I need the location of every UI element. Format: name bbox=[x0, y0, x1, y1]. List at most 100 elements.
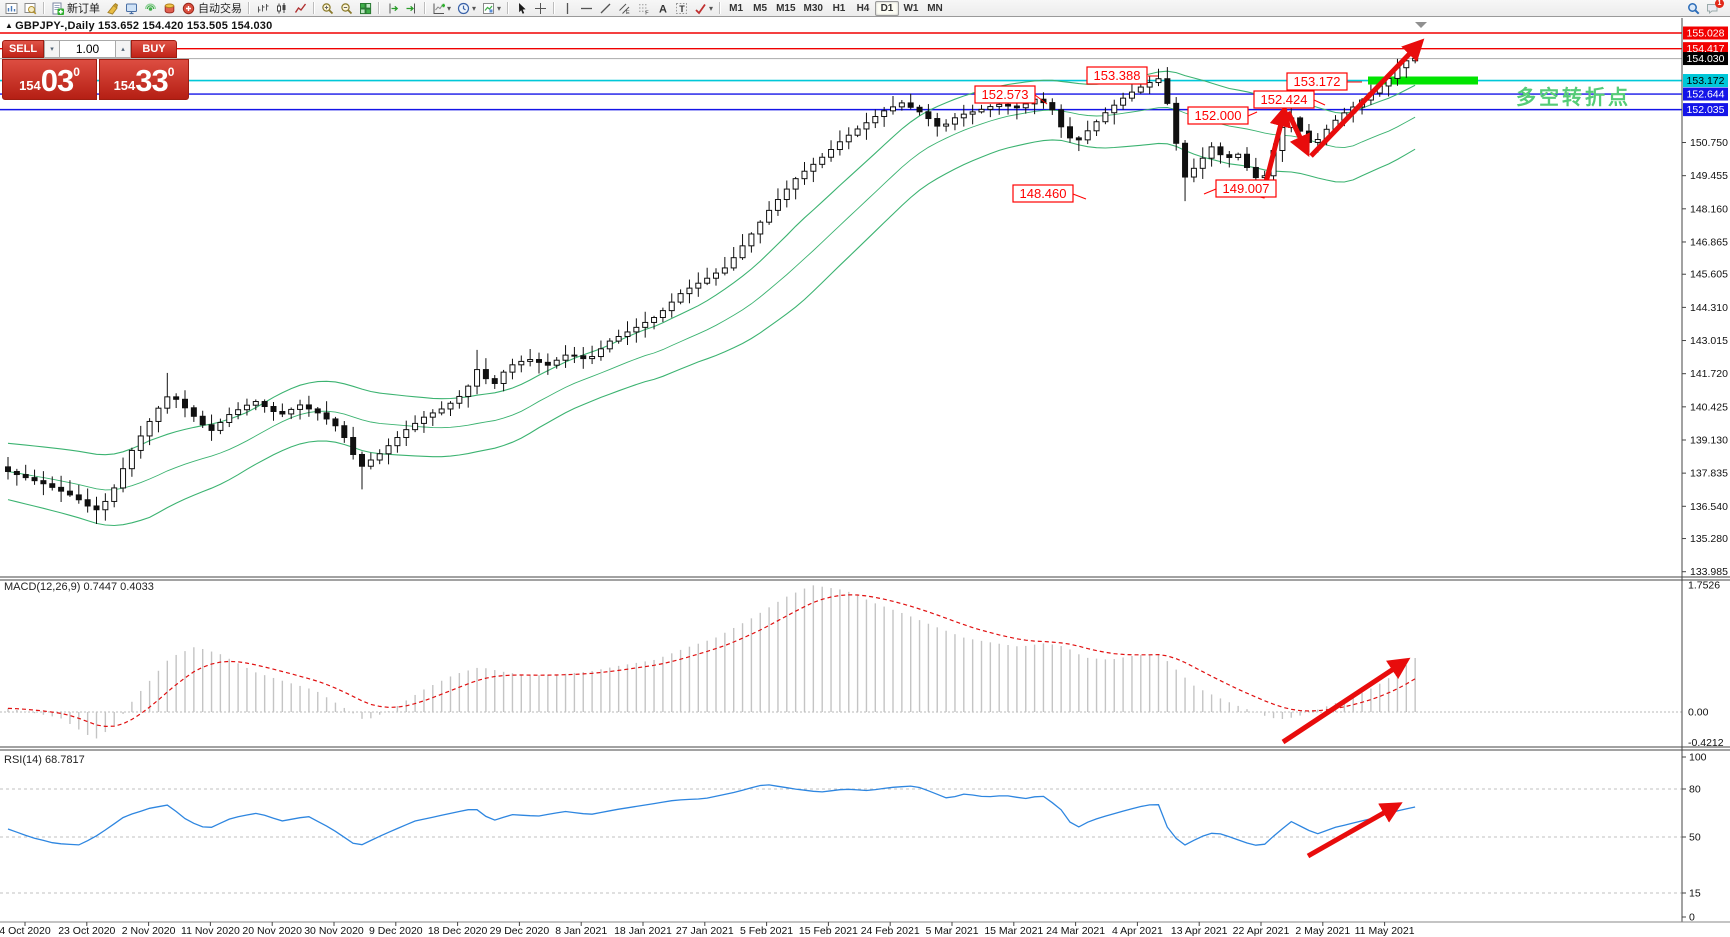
support-zone-bar[interactable] bbox=[1368, 76, 1478, 85]
volume-input[interactable] bbox=[60, 40, 115, 58]
price-tag bbox=[1683, 103, 1728, 117]
horizontal-level-lines[interactable] bbox=[0, 32, 1682, 111]
notification-badge: 1 bbox=[1715, 0, 1724, 8]
buy-price-sup: 0 bbox=[167, 65, 175, 79]
timeframe-m15[interactable]: M15 bbox=[776, 2, 796, 14]
chevron-down-icon: ▾ bbox=[497, 3, 502, 13]
svg-text:24 Mar 2021: 24 Mar 2021 bbox=[1046, 925, 1105, 937]
templates-button[interactable]: ▾ bbox=[479, 0, 504, 17]
timeframe-bar: M1 M5 M15 M30 H1 H4 D1 W1 MN bbox=[724, 0, 947, 16]
chart-line-icon[interactable] bbox=[291, 0, 310, 17]
date-axis[interactable]: 4 Oct 2020 23 Oct 2020 2 Nov 2020 11 Nov 20… bbox=[0, 922, 1415, 937]
profiles-icon[interactable] bbox=[21, 0, 40, 17]
crosshair-tool[interactable] bbox=[531, 0, 550, 17]
svg-text:149.007: 149.007 bbox=[1223, 181, 1270, 196]
rsi-arrow bbox=[1306, 802, 1403, 859]
annotation-box bbox=[974, 85, 1036, 104]
trendline-tool-glyph bbox=[599, 2, 612, 15]
periods-button[interactable]: ▾ bbox=[454, 0, 479, 17]
chart-shift-icon[interactable] bbox=[402, 0, 421, 17]
zoom-out-icon[interactable] bbox=[337, 0, 356, 17]
svg-text:137.835: 137.835 bbox=[1690, 468, 1728, 480]
svg-text:152.035: 152.035 bbox=[1687, 104, 1725, 116]
svg-text:0: 0 bbox=[1689, 912, 1695, 924]
buy-button[interactable]: BUY bbox=[131, 40, 177, 58]
channel-tool[interactable]: E bbox=[615, 0, 634, 17]
autotrading-button[interactable]: 自动交易 bbox=[179, 0, 245, 17]
svg-text:145.605: 145.605 bbox=[1690, 269, 1728, 281]
text-tool[interactable]: A bbox=[653, 0, 672, 17]
chart-candles-icon-glyph bbox=[275, 2, 288, 15]
indicators-glyph bbox=[432, 2, 445, 15]
arrows-tool[interactable]: ▾ bbox=[691, 0, 716, 17]
svg-text:E: E bbox=[626, 10, 630, 15]
buy-price-prefix: 154 bbox=[113, 78, 136, 93]
rsi-panel bbox=[0, 784, 1682, 894]
down-marker-icon[interactable] bbox=[1415, 22, 1427, 28]
svg-text:18 Dec 2020: 18 Dec 2020 bbox=[428, 925, 488, 937]
new-order-button[interactable]: 新订单 bbox=[48, 0, 103, 17]
svg-text:15 Mar 2021: 15 Mar 2021 bbox=[984, 925, 1043, 937]
timeframe-h4[interactable]: H4 bbox=[856, 2, 870, 14]
price-axis[interactable]: 150.750 149.455 148.160 146.865 145.605 144.3… bbox=[1682, 26, 1728, 924]
timeframe-d1[interactable]: D1 bbox=[874, 0, 899, 16]
volume-increase-button[interactable]: ▴ bbox=[115, 40, 131, 58]
metaeditor-icon-glyph bbox=[106, 2, 119, 15]
chevron-down-icon: ▾ bbox=[709, 3, 714, 13]
macd-indicator-label: MACD(12,26,9) 0.7447 0.4033 bbox=[4, 581, 154, 593]
svg-text:T: T bbox=[679, 4, 685, 14]
signals-icon-glyph bbox=[144, 2, 157, 15]
sell-button[interactable]: SELL bbox=[2, 40, 44, 58]
fibo-tool[interactable]: F bbox=[634, 0, 653, 17]
search-icon[interactable] bbox=[1684, 0, 1703, 17]
new-chart-icon[interactable] bbox=[2, 0, 21, 17]
timeframe-m1[interactable]: M1 bbox=[729, 2, 744, 14]
svg-text:4 Oct 2020: 4 Oct 2020 bbox=[0, 925, 51, 937]
svg-text:0.00: 0.00 bbox=[1688, 707, 1709, 719]
svg-text:-0.4212: -0.4212 bbox=[1688, 737, 1724, 749]
panel-frames bbox=[0, 18, 1730, 923]
hline-tool-glyph bbox=[580, 2, 593, 15]
volume-decrease-button[interactable]: ▾ bbox=[44, 40, 60, 58]
chart-candles-icon[interactable] bbox=[272, 0, 291, 17]
timeframe-mn[interactable]: MN bbox=[927, 2, 943, 14]
indicators-button[interactable]: ▾ bbox=[429, 0, 454, 17]
signals-icon[interactable] bbox=[141, 0, 160, 17]
annotation-box bbox=[1215, 179, 1277, 198]
chart-canvas[interactable]: 152.573 153.388 152.000 152.424 153.172 148.4… bbox=[0, 17, 1730, 937]
history-center-icon[interactable] bbox=[160, 0, 179, 17]
notifications-icon[interactable]: 1 bbox=[1703, 0, 1724, 17]
timeframe-m5[interactable]: M5 bbox=[753, 2, 768, 14]
terminal-icon[interactable] bbox=[122, 0, 141, 17]
vline-tool[interactable] bbox=[558, 0, 577, 17]
trendline-tool[interactable] bbox=[596, 0, 615, 17]
svg-text:140.425: 140.425 bbox=[1690, 401, 1728, 413]
metaeditor-icon[interactable] bbox=[103, 0, 122, 17]
fibo-tool-glyph: F bbox=[637, 2, 650, 15]
trend-arrows[interactable] bbox=[1259, 38, 1425, 859]
chart-bars-icon[interactable] bbox=[253, 0, 272, 17]
cursor-tool[interactable] bbox=[512, 0, 531, 17]
label-tool[interactable]: T bbox=[672, 0, 691, 17]
svg-text:15 Feb 2021: 15 Feb 2021 bbox=[799, 925, 858, 937]
svg-text:A: A bbox=[659, 3, 667, 15]
cursor-tool-glyph bbox=[515, 2, 528, 15]
tile-windows-icon[interactable] bbox=[356, 0, 375, 17]
hline-tool[interactable] bbox=[577, 0, 596, 17]
auto-scroll-icon[interactable] bbox=[383, 0, 402, 17]
timeframe-w1[interactable]: W1 bbox=[903, 2, 919, 14]
buy-price-panel[interactable]: 154 33 0 bbox=[99, 59, 189, 100]
svg-text:153.388: 153.388 bbox=[1094, 68, 1141, 83]
price-annotations[interactable]: 152.573 153.388 152.000 152.424 153.172 148.4… bbox=[974, 66, 1362, 203]
sell-price-panel[interactable]: 154 03 0 bbox=[2, 59, 97, 100]
sell-price-prefix: 154 bbox=[19, 78, 41, 93]
turning-point-note[interactable]: 多空转折点 bbox=[1516, 87, 1631, 109]
quick-trade-expand-icon[interactable]: ▲ bbox=[5, 21, 14, 30]
svg-text:133.985: 133.985 bbox=[1690, 566, 1728, 578]
svg-text:155.028: 155.028 bbox=[1687, 28, 1725, 40]
svg-text:30 Nov 2020: 30 Nov 2020 bbox=[304, 925, 364, 937]
timeframe-m30[interactable]: M30 bbox=[803, 2, 823, 14]
timeframe-h1[interactable]: H1 bbox=[832, 2, 846, 14]
zoom-in-icon[interactable] bbox=[318, 0, 337, 17]
